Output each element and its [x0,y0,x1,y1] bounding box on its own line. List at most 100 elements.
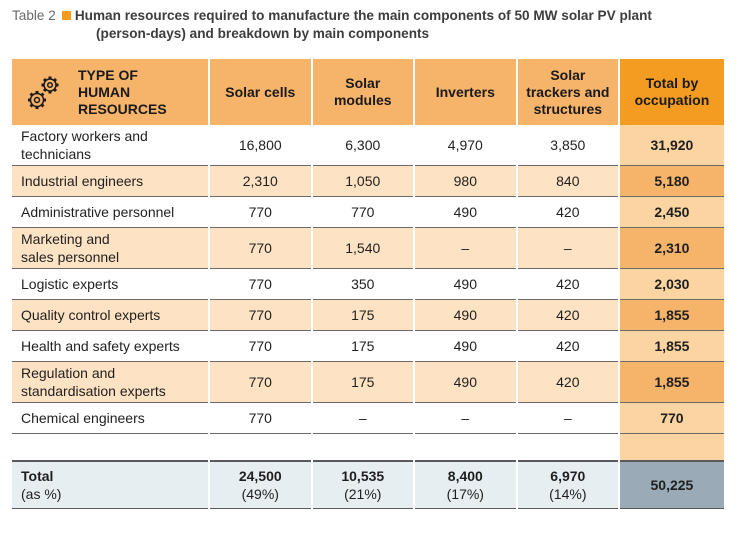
cell-value: 770 [208,196,313,228]
row-label: Health and safety experts [12,330,210,362]
empty-cell [208,433,313,462]
gears-icon [28,76,59,109]
cell-value: 490 [413,361,518,403]
row-total: 2,450 [618,196,724,228]
row-label: Factory workers and technicians [12,125,210,166]
row-label-line: sales personnel [21,249,120,265]
cell-value: 770 [208,361,313,403]
total-inverters: 8,400 (17%) [413,460,518,509]
table-row: Industrial engineers 2,310 1,050 980 840 5,18… [12,165,724,197]
empty-cell [413,433,518,462]
total-solar-cells: 24,500 (49%) [208,460,313,509]
header-solar-cells: Solar cells [208,59,313,125]
spacer-row [12,433,724,462]
cell-value: 175 [311,361,415,403]
row-label-line: Health and safety experts [21,338,180,354]
cell-value: 490 [413,268,518,300]
cell-value: – [311,402,415,434]
table-title-line2: (person-days) and breakdown by main comp… [96,26,430,41]
cell-value: – [516,402,620,434]
total-value: 24,500 [238,468,282,484]
total-row: Total (as %) 24,500 (49%) 10,535 (21%) 8,40… [12,460,724,509]
row-label: Chemical engineers [12,402,210,434]
header-row: TYPE OF HUMAN RESOURCES Solar cells Sola… [12,59,724,125]
header-type-line: TYPE OF [78,66,138,83]
row-label-line: Marketing and [21,231,110,247]
cell-value: 1,540 [311,227,415,269]
cell-value: 3,850 [516,125,620,166]
row-label: Logistic experts [12,268,210,300]
empty-cell [311,433,415,462]
total-solar-trackers: 6,970 (14%) [516,460,620,509]
cell-value: – [516,227,620,269]
total-label-text: Total [21,468,54,484]
cell-value: 770 [208,227,313,269]
table-row: Logistic experts 770 350 490 420 2,030 [12,268,724,300]
header-line: Total by [645,75,699,91]
header-line: trackers and [526,83,610,100]
cell-value: 490 [413,330,518,362]
human-resources-table: TYPE OF HUMAN RESOURCES Solar cells Sola… [12,59,724,509]
row-label-line: technicians [21,146,92,162]
table-row: Factory workers and technicians 16,800 6,30… [12,125,724,166]
cell-value: 490 [413,299,518,331]
header-type-line: HUMAN [78,83,131,100]
header-solar-trackers: Solar trackers and structures [516,59,620,125]
table-caption: Table 2 Human resources required to manuf… [12,7,728,43]
cell-value: 770 [208,330,313,362]
total-value: 8,400 [447,468,483,484]
total-value: 6,970 [550,468,586,484]
total-pct: (17%) [446,486,484,502]
row-total: 1,855 [618,361,724,403]
header-line: structures [533,100,603,117]
table-row: Regulation and standardisation experts 770… [12,361,724,403]
cell-value: 175 [311,330,415,362]
cell-value: 770 [208,402,313,434]
row-total: 2,030 [618,268,724,300]
cell-value: 770 [208,268,313,300]
cell-value: 420 [516,361,620,403]
row-total: 5,180 [618,165,724,197]
row-label-line: Factory workers and [21,128,148,144]
table-row: Health and safety experts 770 175 490 420 1,8… [12,330,724,362]
cell-value: 420 [516,268,620,300]
row-total: 1,855 [618,299,724,331]
header-type-of-human-resources: TYPE OF HUMAN RESOURCES [12,59,210,125]
row-label-line: Industrial engineers [21,173,144,189]
cell-value: – [413,227,518,269]
total-value: 10,535 [341,468,385,484]
cell-value: 16,800 [208,125,313,166]
cell-value: 350 [311,268,415,300]
row-total: 770 [618,402,724,434]
cell-value: 770 [311,196,415,228]
row-total: 1,855 [618,330,724,362]
grand-total: 50,225 [618,460,724,509]
header-total-by-occupation: Total by occupation [618,59,724,125]
cell-value: 420 [516,196,620,228]
header-inverters: Inverters [413,59,518,125]
cell-value: 840 [516,165,620,197]
row-label-line: Administrative personnel [21,204,175,220]
row-label-line: standardisation experts [21,383,166,399]
cell-value: 420 [516,299,620,331]
empty-cell [516,433,620,462]
total-solar-modules: 10,535 (21%) [311,460,415,509]
table-number: Table 2 [12,8,56,23]
table-row: Administrative personnel 770 770 490 420 2,45… [12,196,724,228]
empty-cell [12,433,210,462]
row-label-line: Quality control experts [21,307,161,323]
empty-cell [618,433,724,462]
table-title-line1: Human resources required to manufacture … [74,8,652,23]
row-label: Regulation and standardisation experts [12,361,210,403]
row-label-line: Logistic experts [21,276,119,292]
header-line: modules [333,92,392,108]
header-line: Solar [345,75,381,91]
cell-value: 4,970 [413,125,518,166]
row-label-line: Regulation and [21,365,116,381]
cell-value: 1,050 [311,165,415,197]
header-line: Solar [550,66,586,83]
header-line: Solar cells [225,83,296,100]
cell-value: 980 [413,165,518,197]
table-row: Marketing and sales personnel 770 1,540– –2,… [12,227,724,269]
cell-value: 2,310 [208,165,313,197]
